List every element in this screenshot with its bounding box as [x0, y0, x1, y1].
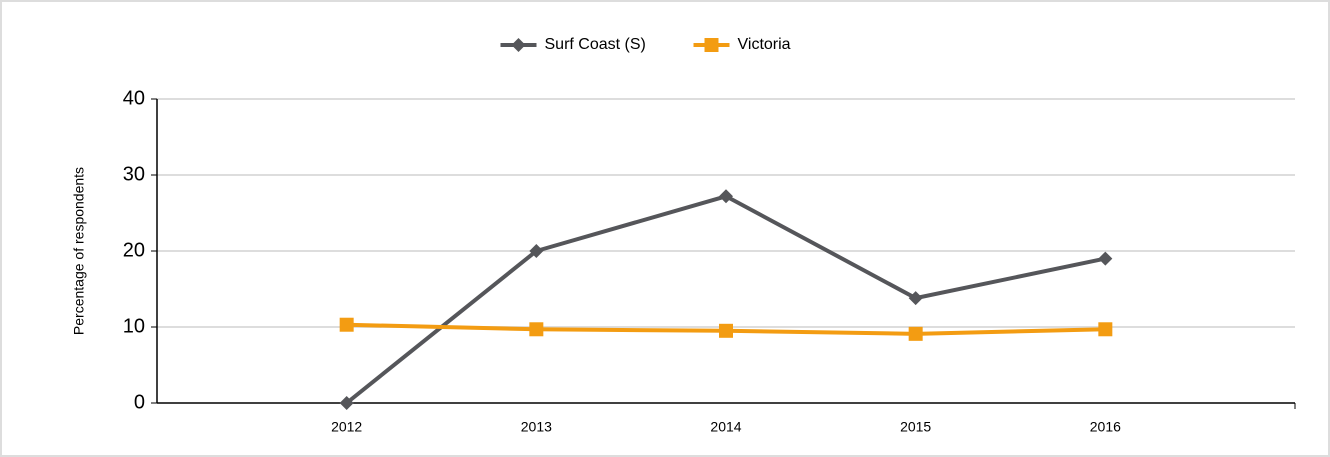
x-tick-label: 2012 [331, 419, 362, 435]
y-axis-label: Percentage of respondents [71, 167, 87, 335]
y-tick-label: 10 [123, 315, 145, 337]
point [719, 323, 733, 338]
point [1098, 251, 1113, 266]
y-tick-label: 40 [123, 87, 145, 109]
y-tick-label: 20 [123, 239, 145, 261]
x-tick-label: 2013 [521, 419, 552, 435]
legend-label: Victoria [738, 36, 791, 53]
point [908, 326, 923, 341]
x-tick-label: 2016 [1090, 419, 1121, 435]
point [704, 38, 719, 52]
point [1098, 322, 1113, 337]
y-tick-label: 30 [123, 163, 145, 185]
x-tick-label: 2014 [710, 419, 741, 435]
point [529, 322, 544, 337]
point [719, 189, 733, 204]
point [529, 244, 544, 258]
x-tick-label: 2015 [900, 419, 931, 435]
point [339, 317, 354, 332]
y-tick-label: 0 [134, 391, 145, 413]
point [511, 38, 526, 52]
legend-label: Surf Coast (S) [545, 36, 646, 53]
point [339, 396, 354, 410]
point [908, 291, 923, 306]
